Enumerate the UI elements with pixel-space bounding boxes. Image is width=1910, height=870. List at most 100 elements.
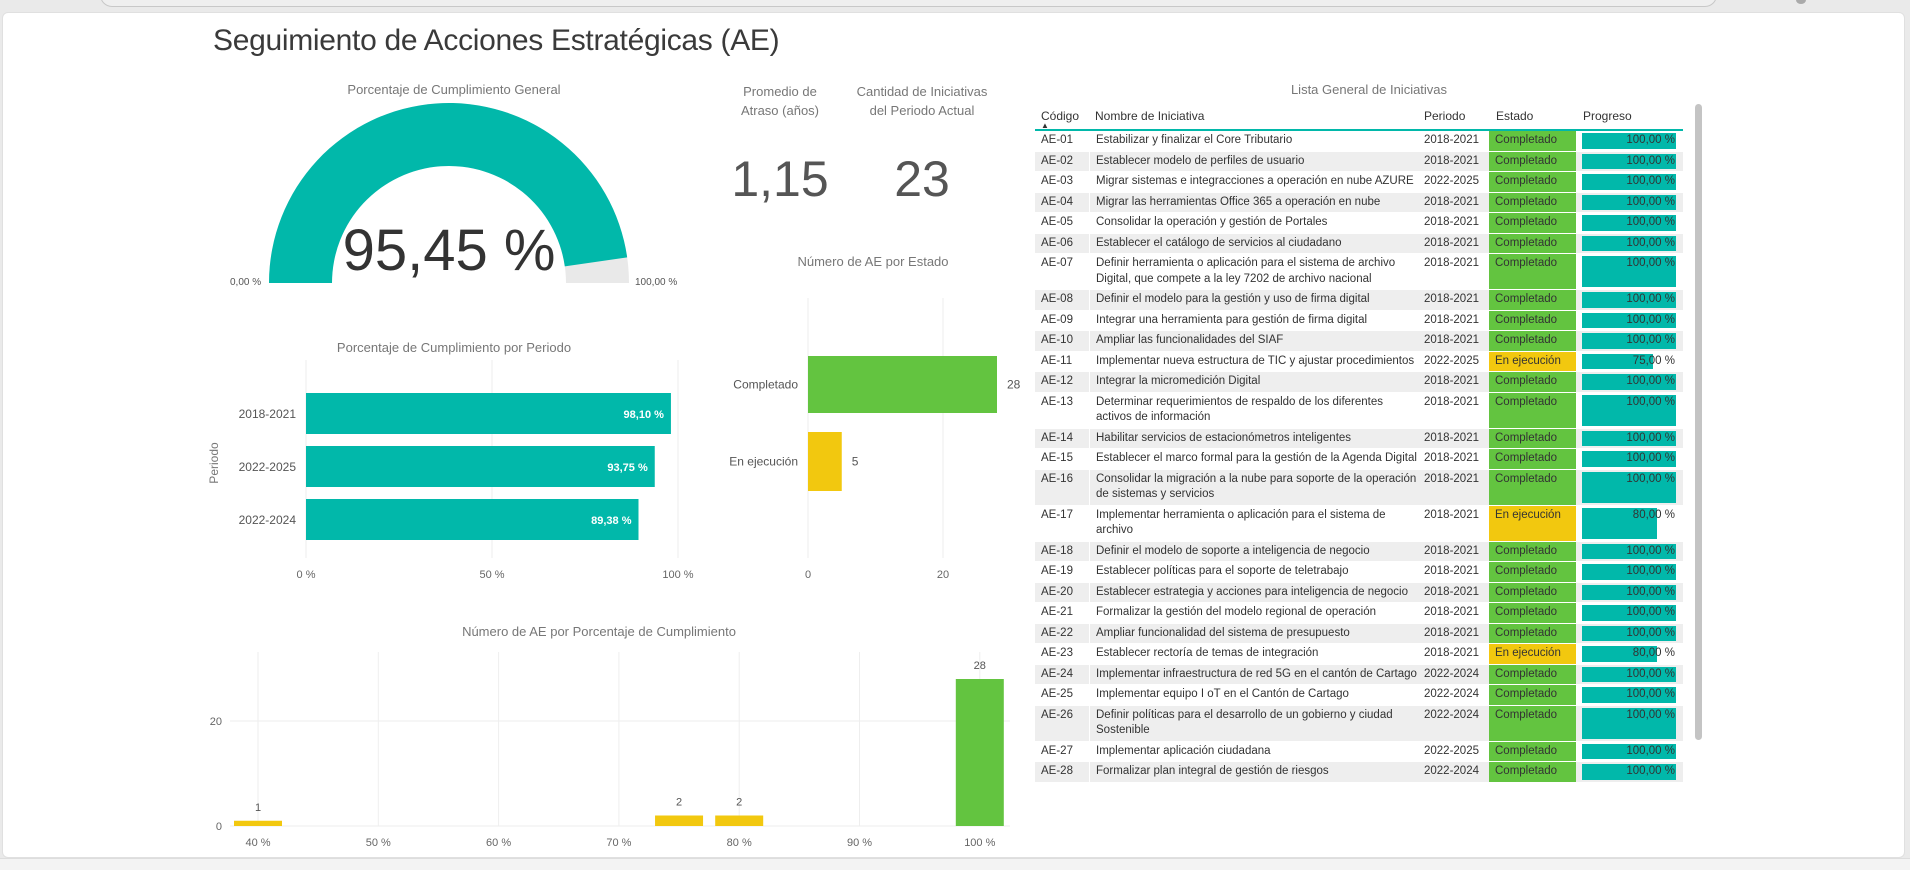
table-row[interactable]: AE-21 Formalizar la gestión del modelo re…	[1035, 603, 1683, 624]
cell-nombre: Implementar infraestructura de red 5G en…	[1089, 664, 1424, 684]
progress-bar-fill	[1582, 235, 1677, 251]
table-row[interactable]: AE-12 Integrar la micromedición Digital 20…	[1035, 372, 1683, 393]
cell-estado: Completado	[1489, 310, 1576, 330]
data-label: 28	[1007, 378, 1021, 392]
initiatives-table[interactable]: Código ▲ Nombre de Iniciativa Periodo Es…	[1035, 104, 1683, 858]
progress-label: 100,00 %	[1626, 688, 1675, 700]
x-tick-label: 0 %	[297, 569, 316, 581]
progress-label: 100,00 %	[1626, 334, 1675, 346]
progress-bar-fill	[1582, 312, 1677, 328]
cell-codigo: AE-15	[1041, 452, 1073, 464]
table-row[interactable]: AE-07 Definir herramienta o aplicación pa…	[1035, 254, 1683, 290]
cell-periodo: 2022-2025	[1424, 744, 1479, 757]
cell-codigo: AE-07	[1041, 257, 1073, 269]
cell-progreso: 100,00 %	[1582, 624, 1678, 644]
category-label: En ejecución	[729, 455, 798, 469]
table-row[interactable]: AE-13 Determinar requerimientos de respal…	[1035, 392, 1683, 429]
cell-codigo: AE-24	[1041, 667, 1073, 680]
cell-codigo: AE-09	[1041, 313, 1073, 326]
cell-periodo: 2018-2021	[1424, 216, 1479, 228]
col-header-codigo[interactable]: Código	[1041, 109, 1080, 123]
progress-bar-fill	[1582, 625, 1677, 641]
data-label: 5	[852, 455, 859, 469]
cell-nombre: Implementar equipo I oT en el Cantón de …	[1089, 685, 1424, 705]
table-row[interactable]: AE-19 Establecer políticas para el soport…	[1035, 562, 1683, 583]
x-tick-label: 80 %	[727, 837, 752, 849]
table-row[interactable]: AE-03 Migrar sistemas e integracciones a …	[1035, 172, 1683, 193]
x-tick-label: 100 %	[964, 837, 995, 849]
table-row[interactable]: AE-14 Habilitar servicios de estacionómet…	[1035, 428, 1683, 449]
cell-estado: Completado	[1489, 254, 1576, 289]
progress-label: 100,00 %	[1626, 452, 1675, 464]
table-row[interactable]: AE-26 Definir políticas para el desarroll…	[1035, 705, 1683, 742]
distribution-bar-chart[interactable]: 40 % 50 % 60 % 70 % 80 % 90 % 100 % 0 20 1 2 2 28	[200, 640, 1020, 855]
progress-label: 100,00 %	[1626, 175, 1675, 187]
cell-periodo: 2022-2024	[1424, 667, 1479, 680]
col-header-estado[interactable]: Estado	[1496, 109, 1534, 123]
col-header-nombre[interactable]: Nombre de Iniciativa	[1095, 109, 1205, 123]
progress-bar-fill	[1582, 215, 1677, 231]
progress-bar-fill	[1582, 451, 1677, 467]
table-body: AE-01 Estabilizar y finalizar el Core Tri…	[1035, 131, 1683, 783]
cell-progreso: 100,00 %	[1582, 742, 1678, 762]
cell-nombre: Consolidar la operación y gestión de Por…	[1089, 213, 1424, 233]
table-row[interactable]: AE-04 Migrar las herramientas Office 365 …	[1035, 192, 1683, 213]
bar-2018-2021	[306, 393, 671, 434]
browser-address-bar[interactable]	[100, 0, 1717, 7]
table-row[interactable]: AE-16 Consolidar la migración a la nube p…	[1035, 469, 1683, 506]
table-row[interactable]: AE-20 Establecer estrategia y acciones pa…	[1035, 582, 1683, 603]
table-row[interactable]: AE-28 Formalizar plan integral de gestión…	[1035, 762, 1683, 783]
table-row[interactable]: AE-06 Establecer el catálogo de servicios…	[1035, 233, 1683, 254]
table-row[interactable]: AE-11 Implementar nueva estructura de TIC…	[1035, 351, 1683, 372]
table-row[interactable]: AE-17 Implementar herramienta o aplicació…	[1035, 505, 1683, 542]
table-row[interactable]: AE-22 Ampliar funcionalidad del sistema d…	[1035, 623, 1683, 644]
period-bar-chart[interactable]: Periodo 0 % 50 % 100 % 98,10 % 2018-2021 93,7…	[200, 360, 700, 590]
progress-bar-fill	[1582, 394, 1677, 426]
cell-periodo: 2022-2024	[1424, 708, 1479, 721]
table-row[interactable]: AE-05 Consolidar la operación y gestión d…	[1035, 213, 1683, 234]
cell-codigo: AE-13	[1041, 395, 1073, 408]
cell-estado: Completado	[1489, 449, 1576, 469]
table-row[interactable]: AE-01 Estabilizar y finalizar el Core Tri…	[1035, 131, 1683, 152]
cell-nombre: Definir el modelo para la gestión y uso …	[1089, 290, 1424, 310]
cell-periodo: 2018-2021	[1424, 626, 1479, 639]
table-row[interactable]: AE-25 Implementar equipo I oT en el Cantó…	[1035, 685, 1683, 706]
table-row[interactable]: AE-27 Implementar aplicación ciudadana 202…	[1035, 741, 1683, 762]
col-header-progreso[interactable]: Progreso	[1583, 109, 1632, 123]
table-row[interactable]: AE-08 Definir el modelo para la gestión y…	[1035, 290, 1683, 311]
cell-estado: Completado	[1489, 741, 1576, 761]
cell-codigo: AE-23	[1041, 647, 1073, 659]
cell-periodo: 2018-2021	[1424, 154, 1479, 167]
status-bar	[0, 858, 1910, 870]
cell-periodo: 2018-2021	[1424, 257, 1479, 269]
cell-codigo: AE-14	[1041, 431, 1073, 444]
col-header-periodo[interactable]: Periodo	[1424, 109, 1466, 123]
progress-label: 100,00 %	[1626, 257, 1675, 269]
cell-progreso: 100,00 %	[1582, 603, 1678, 623]
cell-estado: Completado	[1489, 372, 1576, 392]
y-tick-label: 20	[210, 716, 222, 728]
progress-label: 100,00 %	[1626, 431, 1675, 444]
table-row[interactable]: AE-02 Establecer modelo de perfiles de us…	[1035, 151, 1683, 172]
table-row[interactable]: AE-15 Establecer el marco formal para la …	[1035, 449, 1683, 470]
kpi-atraso-title: Promedio de Atraso (años)	[710, 82, 850, 120]
gauge-chart[interactable]: 95,45 % 0,00 % 100,00 %	[200, 90, 700, 300]
table-row[interactable]: AE-24 Implementar infraestructura de red …	[1035, 664, 1683, 685]
progress-label: 100,00 %	[1626, 395, 1675, 408]
x-tick-label: 90 %	[847, 837, 872, 849]
table-row[interactable]: AE-10 Ampliar las funcionalidades del SIA…	[1035, 331, 1683, 352]
table-row[interactable]: AE-23 Establecer rectoría de temas de int…	[1035, 644, 1683, 665]
cell-nombre: Definir herramienta o aplicación para el…	[1089, 254, 1424, 289]
category-label: 2022-2025	[239, 460, 297, 474]
cell-estado: Completado	[1489, 192, 1576, 212]
table-row[interactable]: AE-18 Definir el modelo de soporte a inte…	[1035, 541, 1683, 562]
estado-bar-chart[interactable]: 0 20 28 Completado 5 En ejecución	[700, 290, 1030, 590]
progress-label: 100,00 %	[1626, 606, 1675, 618]
progress-label: 80,00 %	[1632, 508, 1675, 521]
cell-codigo: AE-22	[1041, 626, 1073, 639]
cell-nombre: Implementar herramienta o aplicación par…	[1089, 505, 1424, 541]
table-row[interactable]: AE-09 Integrar una herramienta para gesti…	[1035, 310, 1683, 331]
table-scrollbar[interactable]	[1695, 104, 1702, 740]
bar	[234, 820, 282, 826]
cell-periodo: 2018-2021	[1424, 585, 1479, 598]
